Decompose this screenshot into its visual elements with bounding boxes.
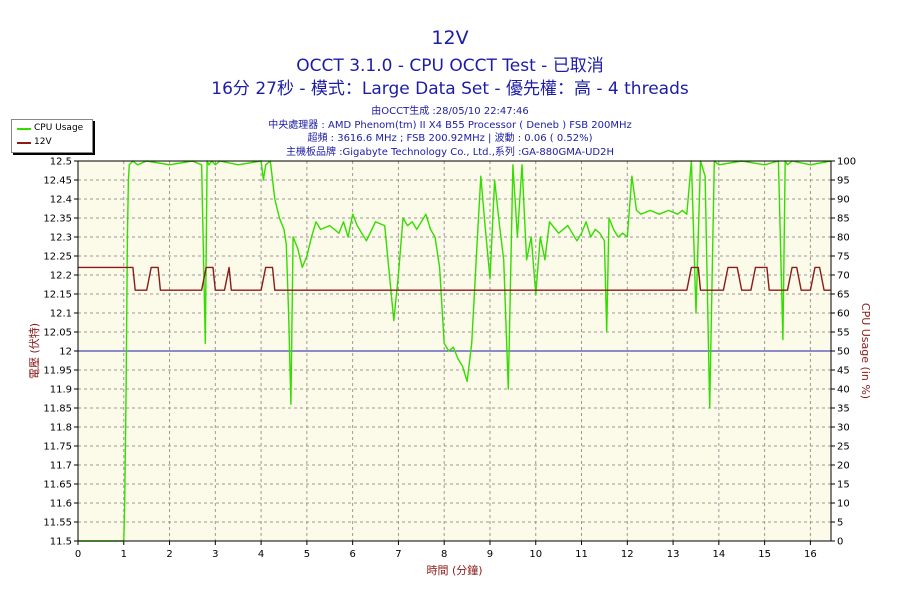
y-tick-label: 11.9 — [50, 385, 72, 396]
y2-tick-label: 35 — [837, 404, 850, 415]
y-tick-label: 12.15 — [43, 290, 72, 301]
y2-tick-label: 70 — [837, 271, 850, 282]
y2-tick-label: 80 — [837, 233, 850, 244]
overclock-info: 超頻 : 3616.6 MHz ; FSB 200.92MHz | 波動 : 0… — [307, 133, 593, 144]
y-tick-label: 12.05 — [43, 328, 72, 339]
y-tick-label: 11.65 — [43, 480, 72, 491]
y2-tick-label: 65 — [837, 290, 850, 301]
test-subtitle: OCCT 3.1.0 - CPU OCCT Test - 已取消 — [296, 56, 604, 76]
x-tick-label: 0 — [75, 549, 81, 560]
legend-label-cpu-usage: CPU Usage — [34, 123, 84, 133]
y2-tick-label: 5 — [837, 518, 843, 529]
plot-frame — [77, 160, 832, 542]
y-tick-label: 12.45 — [43, 176, 72, 187]
y2-tick-label: 45 — [837, 366, 850, 377]
y2-tick-label: 90 — [837, 195, 850, 206]
x-tick-label: 9 — [487, 549, 493, 560]
y2-tick-label: 10 — [837, 499, 850, 510]
y-axis-label: 電壓 (伏特) — [27, 323, 41, 379]
y-tick-label: 11.7 — [50, 461, 72, 472]
cpu-info: 中央處理器 : AMD Phenom(tm) II X4 B55 Process… — [268, 120, 632, 131]
y2-tick-label: 40 — [837, 385, 850, 396]
y-tick-label: 11.8 — [50, 423, 72, 434]
y2-axis-label: CPU Usage (in %) — [859, 303, 872, 399]
x-tick-label: 3 — [212, 549, 218, 560]
y2-tick-label: 20 — [837, 461, 850, 472]
y-tick-label: 12.35 — [43, 214, 72, 225]
y2-tick-label: 85 — [837, 214, 850, 225]
series-line-12v — [78, 266, 831, 291]
y2-tick-label: 75 — [837, 252, 850, 263]
motherboard-info: 主機板品牌 :Gigabyte Technology Co., Ltd.,系列 … — [285, 147, 615, 158]
y2-tick-label: 50 — [837, 347, 850, 358]
x-tick-label: 2 — [166, 549, 172, 560]
y-tick-label: 12 — [59, 347, 72, 358]
y2-tick-label: 15 — [837, 480, 850, 491]
chart-title: 12V — [431, 27, 469, 49]
x-tick-label: 7 — [395, 549, 401, 560]
x-tick-label: 16 — [804, 549, 817, 560]
x-tick-label: 8 — [441, 549, 447, 560]
y-tick-label: 11.5 — [50, 537, 72, 548]
y-tick-label: 12.4 — [50, 195, 72, 206]
y-tick-label: 11.55 — [43, 518, 72, 529]
y2-tick-label: 100 — [837, 157, 856, 168]
x-tick-label: 13 — [667, 549, 680, 560]
x-tick-label: 15 — [758, 549, 771, 560]
x-tick-label: 11 — [575, 549, 588, 560]
x-tick-label: 4 — [258, 549, 264, 560]
x-tick-label: 12 — [621, 549, 634, 560]
y-tick-label: 11.95 — [43, 366, 72, 377]
y-tick-label: 12.1 — [50, 309, 72, 320]
y-tick-label: 12.2 — [50, 271, 72, 282]
generated-info: 由OCCT生成 :28/05/10 22:47:46 — [371, 106, 529, 117]
y-tick-label: 11.75 — [43, 442, 72, 453]
x-tick-label: 10 — [529, 549, 542, 560]
legend-swatch-12v — [17, 142, 31, 144]
mode-subtitle: 16分 27秒 - 模式：Large Data Set - 優先權：高 - 4 … — [211, 79, 689, 99]
x-tick-label: 14 — [712, 549, 725, 560]
y2-tick-label: 25 — [837, 442, 850, 453]
legend-item-cpu-usage: CPU Usage — [12, 122, 92, 136]
y2-tick-label: 95 — [837, 176, 850, 187]
y2-tick-label: 30 — [837, 423, 850, 434]
legend-label-12v: 12V — [34, 137, 52, 147]
y2-tick-label: 0 — [837, 537, 843, 548]
x-tick-label: 6 — [349, 549, 355, 560]
legend-item-12v: 12V — [12, 136, 92, 150]
y-tick-label: 12.25 — [43, 252, 72, 263]
x-tick-label: 1 — [121, 549, 127, 560]
y-tick-label: 11.85 — [43, 404, 72, 415]
y-tick-label: 11.6 — [50, 499, 72, 510]
x-axis-label: 時間 (分鐘) — [426, 563, 482, 577]
x-tick-label: 5 — [304, 549, 310, 560]
y-tick-label: 12.5 — [50, 157, 72, 168]
y2-tick-label: 55 — [837, 328, 850, 339]
y-tick-label: 12.3 — [50, 233, 72, 244]
legend-swatch-cpu-usage — [17, 128, 31, 130]
y2-tick-label: 60 — [837, 309, 850, 320]
chart-legend: CPU Usage 12V — [11, 119, 93, 153]
